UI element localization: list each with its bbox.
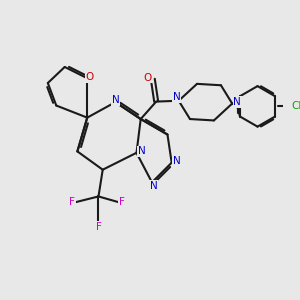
Text: N: N	[172, 92, 180, 102]
Text: F: F	[96, 222, 101, 232]
Text: F: F	[119, 196, 125, 206]
Text: N: N	[112, 95, 119, 105]
Text: N: N	[173, 156, 181, 166]
Text: F: F	[69, 196, 75, 206]
Text: N: N	[149, 181, 157, 191]
Text: O: O	[144, 73, 152, 83]
Text: Cl: Cl	[292, 101, 300, 111]
Text: N: N	[233, 97, 241, 107]
Text: N: N	[138, 146, 146, 156]
Text: O: O	[85, 72, 94, 82]
